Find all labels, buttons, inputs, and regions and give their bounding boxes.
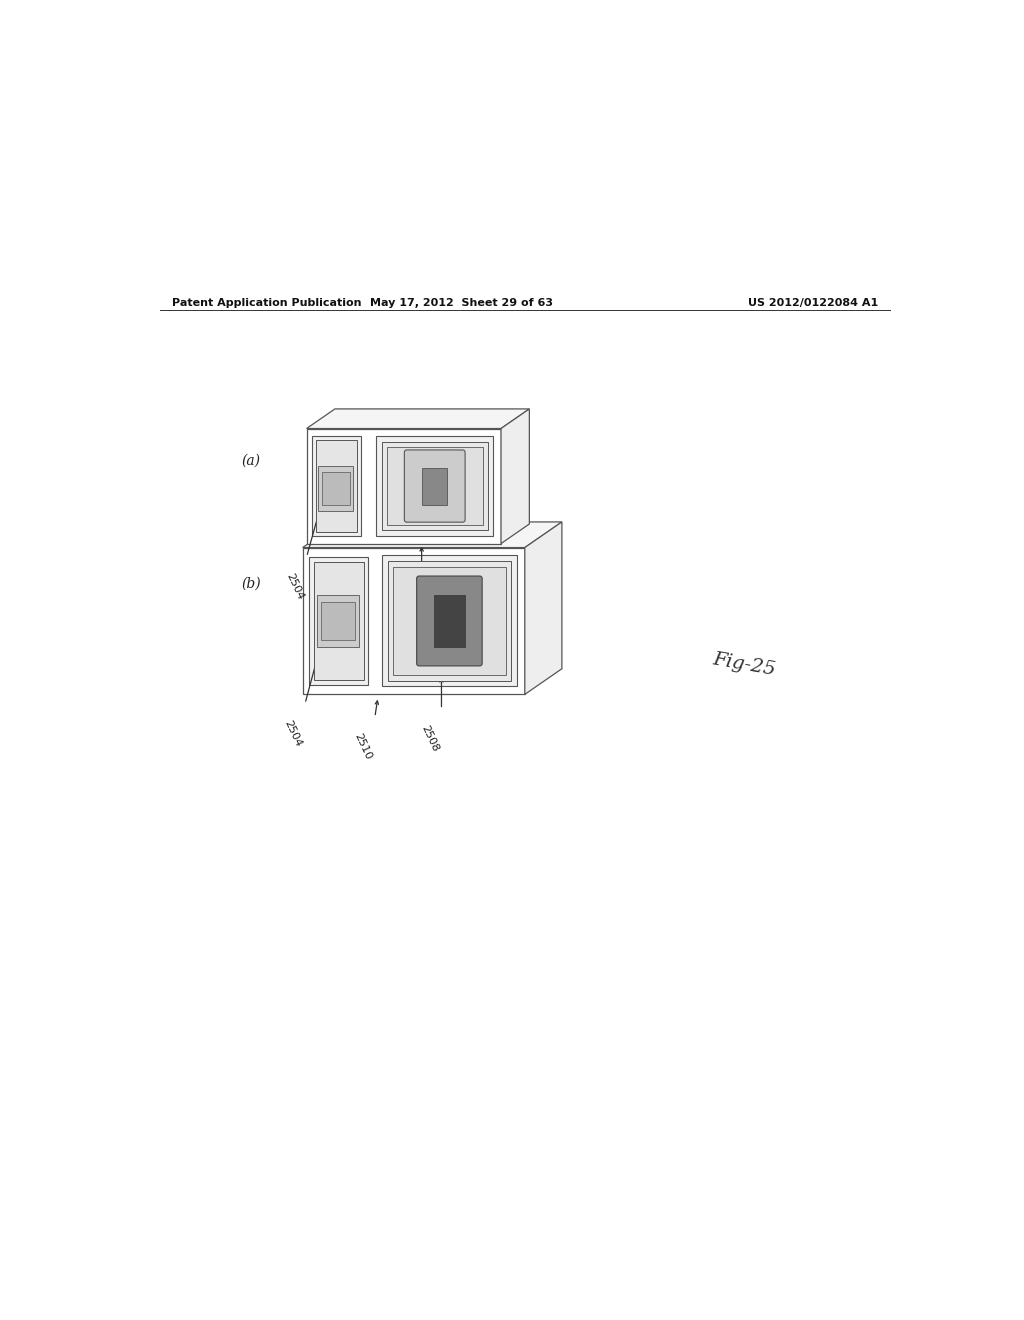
Bar bbox=[316, 441, 357, 532]
Bar bbox=[313, 562, 364, 680]
Polygon shape bbox=[303, 548, 524, 694]
Bar bbox=[382, 556, 517, 686]
Polygon shape bbox=[306, 429, 501, 544]
Text: 2510: 2510 bbox=[352, 731, 374, 762]
Text: US 2012/0122084 A1: US 2012/0122084 A1 bbox=[748, 298, 878, 308]
Text: 2504: 2504 bbox=[283, 718, 303, 748]
Bar bbox=[377, 437, 493, 536]
Polygon shape bbox=[524, 521, 562, 694]
Polygon shape bbox=[306, 409, 529, 429]
Text: 2502: 2502 bbox=[399, 591, 420, 620]
Bar bbox=[422, 467, 447, 504]
Polygon shape bbox=[303, 521, 562, 548]
FancyBboxPatch shape bbox=[404, 450, 465, 523]
Bar bbox=[309, 557, 369, 685]
Bar bbox=[387, 561, 511, 681]
Text: (b): (b) bbox=[242, 577, 261, 590]
FancyBboxPatch shape bbox=[417, 576, 482, 665]
Text: May 17, 2012  Sheet 29 of 63: May 17, 2012 Sheet 29 of 63 bbox=[370, 298, 553, 308]
Bar bbox=[316, 595, 359, 647]
Text: 2504: 2504 bbox=[284, 572, 305, 601]
Bar bbox=[321, 602, 355, 640]
Bar bbox=[393, 566, 506, 676]
Bar bbox=[387, 446, 482, 525]
Bar bbox=[312, 437, 361, 536]
Text: (a): (a) bbox=[242, 453, 260, 467]
Text: Patent Application Publication: Patent Application Publication bbox=[172, 298, 361, 308]
Text: 2508: 2508 bbox=[419, 723, 440, 754]
Bar bbox=[434, 595, 465, 647]
Text: Fig-25: Fig-25 bbox=[712, 651, 777, 680]
Bar bbox=[318, 466, 353, 511]
Polygon shape bbox=[501, 409, 529, 544]
Bar bbox=[382, 442, 487, 531]
Bar bbox=[322, 471, 350, 506]
